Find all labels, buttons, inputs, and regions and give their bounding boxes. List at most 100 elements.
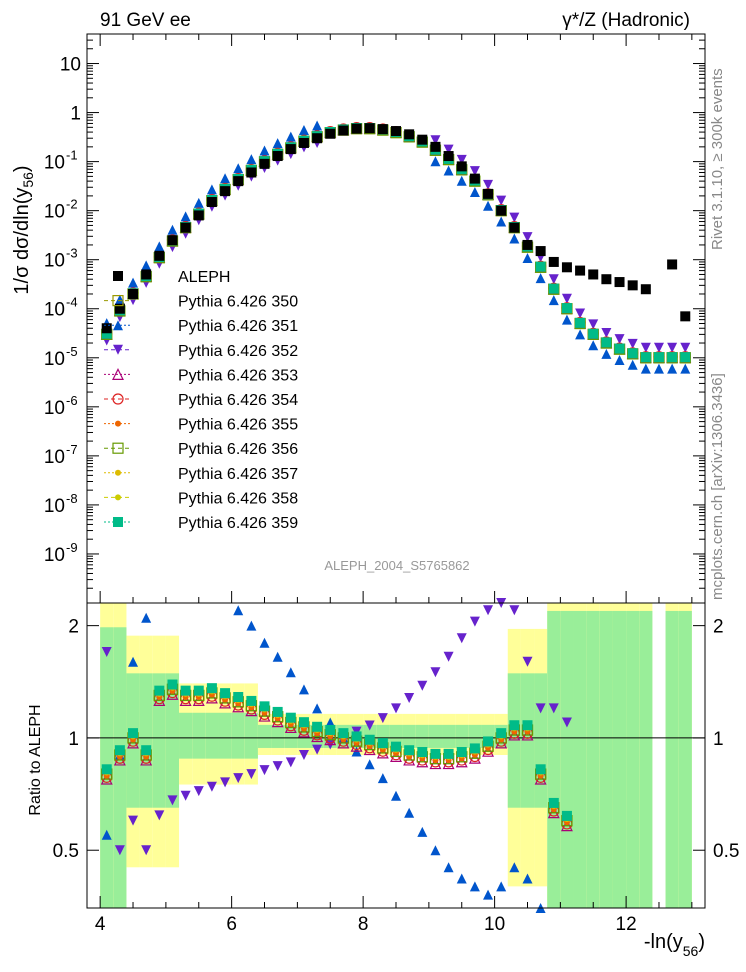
band-inner [573, 610, 587, 908]
ratio-point [128, 815, 139, 826]
band-inner [231, 712, 245, 759]
data-point [312, 120, 323, 131]
data-point [561, 303, 572, 314]
ratio-point [469, 881, 480, 892]
ratio-tick-label: 2 [68, 617, 79, 638]
band-inner [626, 610, 640, 908]
ratio-point [469, 616, 480, 627]
data-point [220, 186, 231, 197]
data-point [167, 224, 178, 235]
data-point [548, 295, 559, 306]
data-point [246, 154, 257, 165]
data-point [233, 176, 244, 187]
legend-label: Pythia 6.426 353 [178, 367, 298, 384]
data-point [522, 232, 533, 243]
analysis-id: ALEPH_2004_S5765862 [324, 558, 469, 573]
ratio-point [154, 685, 165, 696]
ratio-point [417, 747, 428, 758]
band-inner [192, 712, 206, 759]
data-point [298, 124, 309, 135]
data-point [601, 274, 612, 285]
ratio-tick-label-right: 1 [713, 729, 724, 750]
band-inner [271, 724, 285, 748]
ratio-point [312, 744, 323, 755]
ratio-point [535, 703, 546, 714]
data-point [312, 133, 323, 144]
data-point [351, 123, 362, 134]
ratio-point [167, 679, 178, 690]
data-point [548, 283, 559, 294]
mcplots-label: mcplots.cern.ch [arXiv:1306.3436] [709, 373, 726, 600]
data-point [588, 328, 599, 339]
data-point [114, 294, 125, 305]
ratio-tick-label: 1 [68, 729, 79, 750]
data-point [443, 151, 454, 162]
data-point [627, 280, 638, 291]
data-point [548, 256, 559, 267]
svg-text:1/σ dσ/dln(y56): 1/σ dσ/dln(y56) [11, 165, 36, 294]
ratio-point [522, 656, 533, 667]
band-inner [152, 673, 166, 808]
ratio-point [272, 706, 283, 717]
data-point [167, 235, 178, 246]
tick-label: 10 [44, 300, 65, 321]
data-point [601, 348, 612, 359]
ratio-point [522, 873, 533, 884]
legend: ALEPH Pythia 6.426 350 Pythia 6.426 351 Pyt… [104, 269, 298, 532]
ratio-point [377, 773, 388, 784]
data-point [627, 338, 638, 349]
ratio-point [128, 728, 139, 739]
data-point [272, 151, 283, 162]
legend-label: ALEPH [178, 269, 230, 286]
data-point [680, 352, 691, 363]
data-point [456, 161, 467, 172]
ratio-point [377, 713, 388, 724]
band-inner [534, 673, 548, 808]
tick-label: 10 [60, 55, 81, 76]
data-point [627, 348, 638, 359]
data-point [614, 334, 625, 345]
ratio-point [193, 786, 204, 797]
band-inner [113, 627, 127, 908]
ratio-point [430, 748, 441, 759]
ratio-point [430, 667, 441, 678]
ratio-point [285, 712, 296, 723]
data-point [653, 352, 664, 363]
legend-label: Pythia 6.426 358 [178, 490, 298, 507]
data-point [575, 265, 586, 276]
ratio-series-3 [101, 598, 572, 856]
tick-label: 10 [44, 545, 65, 566]
ratio-point [259, 701, 270, 712]
legend-marker [115, 420, 121, 427]
legend-label: Pythia 6.426 350 [178, 294, 298, 311]
series-2 [101, 120, 691, 374]
data-point [640, 284, 651, 295]
ratio-point [351, 731, 362, 742]
legend-entry: Pythia 6.426 354 [104, 392, 298, 409]
band-inner [547, 610, 561, 908]
data-point [246, 167, 257, 178]
data-point [535, 261, 546, 272]
data-point [233, 163, 244, 174]
ratio-point [417, 680, 428, 691]
data-point [364, 123, 375, 134]
ratio-point [391, 741, 401, 752]
ratio-y-ticks: 0.5 0.5 1 1 2 2 [53, 617, 740, 863]
data-point [325, 128, 336, 139]
data-point [206, 184, 217, 195]
legend-entry: ALEPH [113, 269, 230, 286]
ratio-point [391, 790, 401, 801]
header-left: 91 GeV ee [100, 10, 191, 31]
data-point [298, 137, 309, 148]
band-inner [179, 712, 193, 759]
legend-entry: Pythia 6.426 355 [104, 417, 298, 434]
ratio-point [298, 684, 309, 695]
data-point [496, 195, 507, 206]
data-point [338, 125, 349, 136]
legend-label: Pythia 6.426 351 [178, 318, 298, 335]
data-point [588, 319, 599, 330]
data-point [575, 317, 586, 328]
ratio-point [141, 845, 152, 856]
legend-marker [113, 517, 123, 527]
series-aleph [101, 123, 691, 334]
